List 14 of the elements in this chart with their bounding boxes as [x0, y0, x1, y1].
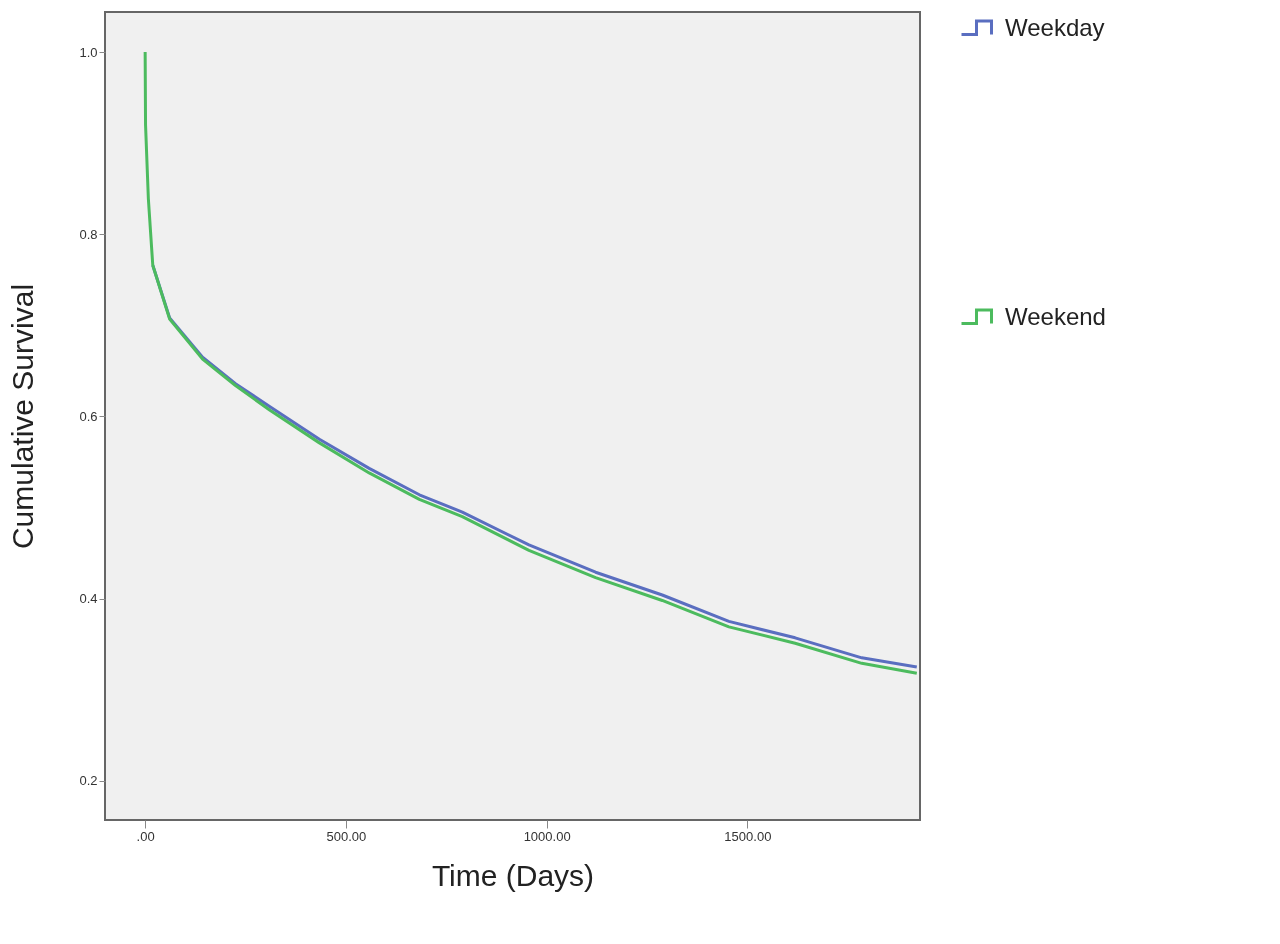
x-tick-label: 1000.00 [523, 828, 571, 844]
y-tick-label: 0.6 [79, 408, 98, 424]
y-tick-label: 0.2 [79, 773, 98, 789]
x-tick-label: 1500.00 [724, 828, 772, 844]
line-series [143, 50, 919, 675]
y-tick-label: 0.4 [79, 591, 98, 607]
y-axis-title: Cumulative Survival [6, 283, 40, 550]
x-tick-label: .00 [136, 828, 155, 844]
legend-label: Weekday [1005, 13, 1105, 41]
x-axis-title: Time (Days) [431, 858, 595, 892]
y-tick-label: 0.8 [79, 226, 98, 242]
y-tick-label: 1.0 [79, 44, 98, 60]
legend-label: Weekend [1005, 302, 1106, 330]
x-tick-label: 500.00 [326, 828, 367, 844]
